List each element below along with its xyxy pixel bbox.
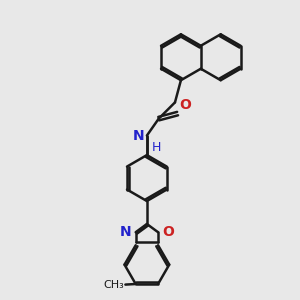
Text: N: N — [133, 129, 145, 142]
Text: CH₃: CH₃ — [103, 280, 124, 290]
Text: N: N — [120, 225, 132, 239]
Text: O: O — [179, 98, 191, 112]
Text: O: O — [162, 225, 174, 239]
Text: H: H — [152, 141, 162, 154]
